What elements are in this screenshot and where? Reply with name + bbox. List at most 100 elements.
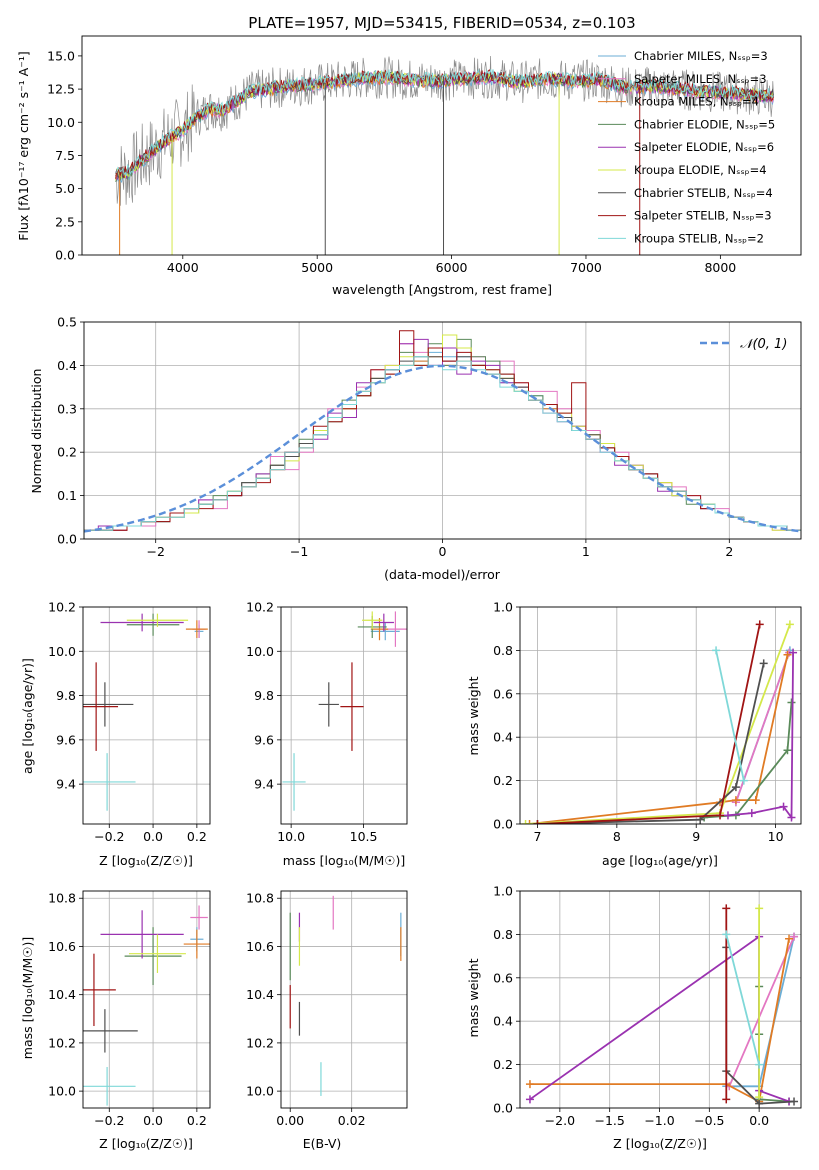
massweight-marker-kroupa_miles (783, 650, 792, 659)
residuals-ylabel: Normed distribution (29, 369, 44, 494)
massweight-marker-kroupa_elodie (521, 820, 530, 824)
plot-area (84, 330, 801, 539)
y-tick-label: 9.8 (56, 688, 76, 703)
massweight-marker-salpeter_elodie (525, 1095, 534, 1104)
x-tick-label: 0.02 (338, 1113, 366, 1128)
legend-label: Chabrier ELODIE, Nₛₛₚ=5 (634, 117, 775, 131)
x-tick-label: 4000 (167, 260, 199, 275)
mass-vs-Z-ylabel: mass [log₁₀(M/M☉)] (20, 937, 35, 1059)
spectrum-ylabel: Flux [fλ10⁻¹⁷ erg cm⁻² s⁻¹ A⁻¹] (16, 51, 31, 240)
mass-vs-Z-panel: −0.2 0.0 0.2 10.0 10.2 10.4 10.6 10.8 (48, 890, 211, 1128)
y-tick-label: 0.0 (493, 1101, 513, 1116)
massweight-line-salpeter_miles (735, 652, 790, 803)
legend-label: Kroupa MILES, Nₛₛₚ=4 (634, 95, 759, 109)
x-tick-label: −1.5 (595, 1113, 625, 1128)
x-tick-label: −0.2 (94, 1113, 124, 1128)
y-tick-label: 0.4 (57, 358, 77, 373)
plot-area (525, 904, 799, 1108)
massweight-vs-age-ylabel: mass weight (466, 676, 481, 755)
massweight-marker-kroupa_stelib (722, 930, 731, 939)
x-tick-label: 8000 (704, 260, 736, 275)
x-tick-label: 7000 (570, 260, 602, 275)
y-tick-label: 7.5 (55, 148, 75, 163)
mass-vs-ebv-panel: 0.00 0.02 10.0 10.2 10.4 10.6 10.8 (246, 890, 408, 1128)
y-tick-label: 10.2 (48, 600, 76, 615)
y-tick-label: 10.0 (48, 644, 76, 659)
normal-legend-label: 𝒩(0, 1) (740, 337, 787, 352)
age-vs-Z-xlabel: Z [log₁₀(Z/Z☉)] (99, 853, 193, 868)
massweight-marker-kroupa_miles (731, 796, 740, 805)
mass-vs-Z-xlabel: Z [log₁₀(Z/Z☉)] (99, 1136, 193, 1151)
x-tick-label: 0.0 (749, 1113, 769, 1128)
y-tick-label: 0.1 (57, 488, 77, 503)
y-tick-label: 10.8 (48, 891, 76, 906)
x-tick-label: 10.5 (350, 829, 378, 844)
axes-frame (280, 606, 408, 825)
y-tick-label: 10.4 (48, 987, 76, 1002)
massweight-marker-kroupa_stelib (712, 646, 721, 655)
massweight-marker-kroupa_stelib (739, 776, 748, 785)
x-tick-label: 10 (768, 829, 784, 844)
x-tick-label: 6000 (436, 260, 468, 275)
axes-frame (82, 890, 211, 1109)
plot-area (115, 55, 775, 255)
x-tick-label: 0 (439, 544, 447, 559)
y-tick-label: 12.5 (47, 82, 75, 97)
y-tick-label: 10.6 (246, 939, 274, 954)
massweight-vs-age-panel: 7 8 9 10 0.0 0.2 0.4 0.6 0.8 1.0 (493, 600, 802, 844)
x-tick-label: −0.5 (694, 1113, 724, 1128)
massweight-marker-kroupa_elodie (755, 904, 764, 913)
massweight-marker-salpeter_stelib (722, 904, 731, 913)
y-tick-label: 0.2 (57, 445, 77, 460)
massweight-marker-salpeter_stelib (722, 1095, 731, 1104)
massweight-line-kroupa_miles (530, 938, 790, 1103)
massweight-marker-salpeter_miles (790, 932, 799, 941)
x-tick-label: 0.0 (143, 1113, 163, 1128)
x-tick-label: 8 (613, 829, 621, 844)
massweight-vs-age-xlabel: age [log₁₀(age/yr)] (602, 853, 718, 868)
legend-label: Salpeter STELIB, Nₛₛₚ=3 (634, 209, 772, 223)
massweight-marker-chabrier_stelib (790, 1097, 799, 1106)
model-line-kroupa_stelib (115, 68, 774, 177)
legend-label: Chabrier STELIB, Nₛₛₚ=4 (634, 186, 773, 200)
spectrum-title: PLATE=1957, MJD=53415, FIBERID=0534, z=0… (248, 14, 635, 32)
y-tick-label: 9.4 (254, 777, 274, 792)
y-tick-label: 9.6 (56, 732, 76, 747)
plot-area (521, 620, 798, 824)
massweight-marker-kroupa_miles (525, 1080, 534, 1089)
normal-curve (84, 364, 801, 533)
x-tick-label: 2 (725, 544, 733, 559)
x-tick-label: 5000 (301, 260, 333, 275)
massweight-marker-chabrier_elodie (783, 746, 792, 755)
y-tick-label: 9.4 (56, 777, 76, 792)
y-tick-label: 0.3 (57, 401, 77, 416)
massweight-marker-salpeter_stelib (533, 820, 542, 824)
axes-frame (81, 35, 802, 256)
y-tick-label: 0.8 (493, 927, 513, 942)
y-tick-label: 1.0 (493, 600, 513, 615)
y-tick-label: 15.0 (47, 48, 75, 63)
legend-label: Chabrier MILES, Nₛₛₚ=3 (634, 49, 768, 63)
x-tick-label: 0.2 (187, 829, 207, 844)
age-vs-Z-ylabel: age [log₁₀(age/yr)] (20, 658, 35, 774)
mass-vs-ebv-xlabel: E(B-V) (303, 1136, 342, 1151)
y-tick-label: 0.6 (493, 970, 513, 985)
plot-area (83, 905, 210, 1106)
x-tick-label: −1.0 (644, 1113, 674, 1128)
y-tick-label: 9.8 (254, 688, 274, 703)
axes-frame (519, 606, 802, 825)
spectrum-panel: 4000 5000 6000 7000 8000 0.0 2.5 5.0 7.5 10.0 12.5… (47, 35, 802, 275)
x-tick-label: 1 (582, 544, 590, 559)
y-tick-label: 10.0 (246, 1084, 274, 1099)
y-tick-label: 5.0 (55, 181, 75, 196)
massweight-marker-salpeter_elodie (789, 648, 798, 657)
massweight-marker-kroupa_miles (785, 934, 794, 943)
legend-label: Salpeter ELODIE, Nₛₛₚ=6 (634, 140, 774, 154)
y-tick-label: 10.6 (48, 939, 76, 954)
y-tick-label: 9.6 (254, 732, 274, 747)
massweight-marker-chabrier_stelib (755, 1099, 764, 1108)
x-tick-label: 0.2 (187, 1113, 207, 1128)
plot-area (282, 611, 407, 811)
